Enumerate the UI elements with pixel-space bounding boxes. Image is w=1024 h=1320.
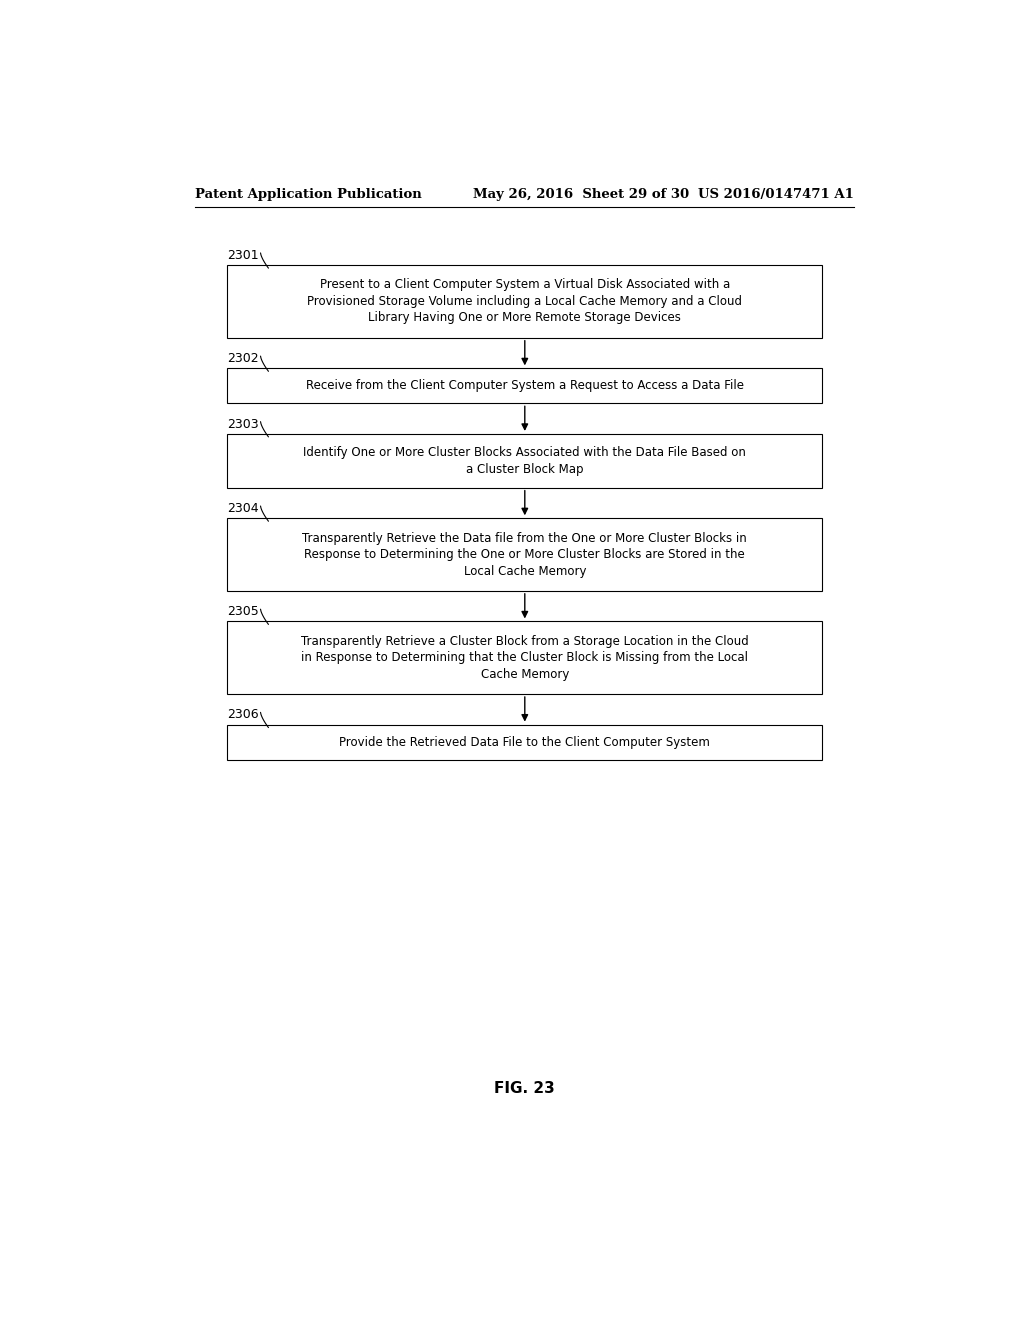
- Text: Provide the Retrieved Data File to the Client Computer System: Provide the Retrieved Data File to the C…: [339, 735, 711, 748]
- Text: Present to a Client Computer System a Virtual Disk Associated with a
Provisioned: Present to a Client Computer System a Vi…: [307, 279, 742, 325]
- Text: 2303: 2303: [227, 418, 259, 430]
- Text: 2306: 2306: [227, 709, 259, 722]
- Bar: [227, 265, 822, 338]
- Text: 2305: 2305: [227, 606, 259, 618]
- Bar: [227, 725, 822, 759]
- Text: Transparently Retrieve a Cluster Block from a Storage Location in the Cloud
in R: Transparently Retrieve a Cluster Block f…: [301, 635, 749, 681]
- Text: Transparently Retrieve the Data file from the One or More Cluster Blocks in
Resp: Transparently Retrieve the Data file fro…: [302, 532, 748, 578]
- Text: Receive from the Client Computer System a Request to Access a Data File: Receive from the Client Computer System …: [306, 379, 743, 392]
- Bar: [227, 519, 822, 591]
- Text: US 2016/0147471 A1: US 2016/0147471 A1: [698, 189, 854, 202]
- Text: 2301: 2301: [227, 249, 259, 263]
- Text: Identify One or More Cluster Blocks Associated with the Data File Based on
a Clu: Identify One or More Cluster Blocks Asso…: [303, 446, 746, 475]
- Text: FIG. 23: FIG. 23: [495, 1081, 555, 1096]
- Bar: [227, 368, 822, 404]
- Bar: [227, 622, 822, 694]
- Text: May 26, 2016  Sheet 29 of 30: May 26, 2016 Sheet 29 of 30: [473, 189, 689, 202]
- Bar: [227, 434, 822, 487]
- Text: Patent Application Publication: Patent Application Publication: [196, 189, 422, 202]
- Text: 2304: 2304: [227, 502, 259, 515]
- Text: 2302: 2302: [227, 352, 259, 366]
